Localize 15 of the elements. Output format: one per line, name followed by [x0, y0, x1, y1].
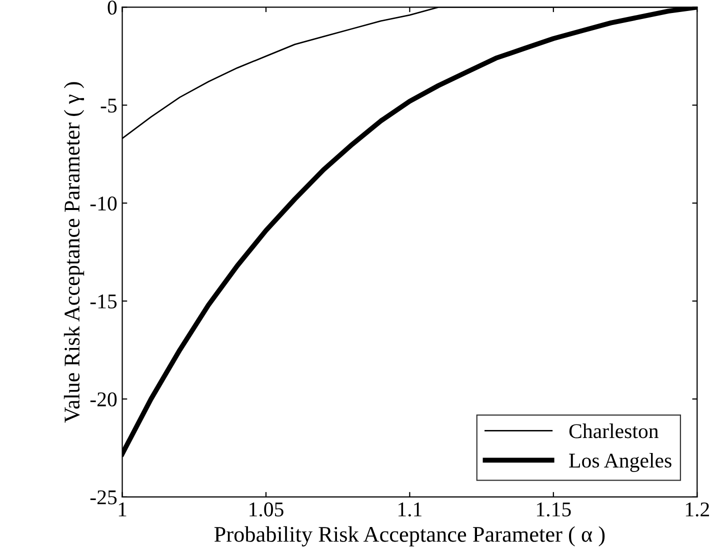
legend-label: Los Angeles	[569, 452, 672, 472]
x-tick-label: 1.05	[250, 502, 284, 517]
y-tick-label: 0	[108, 0, 117, 15]
y-tick-label: -10	[90, 196, 117, 211]
x-tick-label: 1	[118, 502, 126, 516]
y-tick-label: -5	[100, 98, 117, 113]
x-tick-label: 1.1	[398, 502, 422, 517]
y-tick-label: -15	[90, 294, 117, 308]
x-tick-label: 1.2	[686, 502, 709, 517]
y-tick-label: -20	[90, 392, 117, 406]
legend-label: Charleston	[569, 424, 658, 438]
x-axis-title: Probability Risk Acceptance Parameter ( α )	[214, 526, 605, 546]
y-axis-title: Value Risk Acceptance Parameter ( γ )	[64, 82, 84, 423]
x-tick-label: 1.15	[537, 502, 571, 517]
y-tick-label: -25	[90, 490, 117, 504]
